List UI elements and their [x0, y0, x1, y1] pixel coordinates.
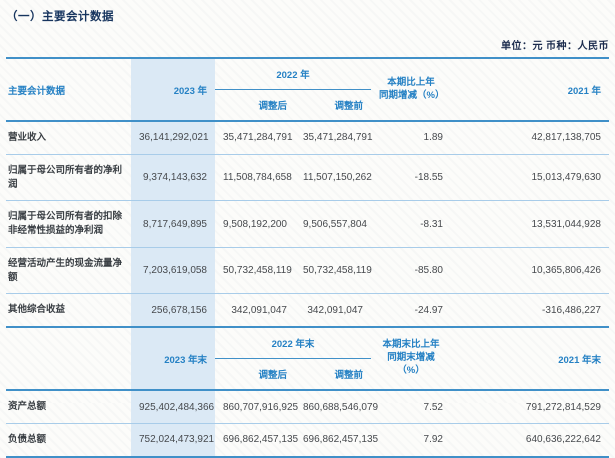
value-change-pct: 7.92	[423, 434, 443, 446]
value-change-pct: -18.55	[371, 154, 451, 202]
value-2022-before: 50,732,458,119	[295, 247, 372, 295]
row-label: 其他综合收益	[8, 304, 66, 316]
table-row-operating-cash-flow: 经营活动产生的现金流量净额 7,203,619,058 50,732,458,1…	[6, 247, 609, 295]
value-2022-adjusted: 9,508,192,200	[215, 200, 295, 248]
value-2022-adjusted: 696,862,457,135	[223, 434, 299, 446]
value-2022-adjusted: 342,091,047	[231, 304, 287, 316]
value-2021: 10,365,806,426	[451, 247, 609, 295]
value-2021: 42,817,138,705	[451, 121, 609, 155]
value-2022-adjusted: 50,732,458,119	[215, 247, 295, 295]
value-2021: -316,486,227	[542, 304, 601, 316]
year-end-data-rows: 资产总额 925,402,484,366 860,707,916,925 860…	[6, 390, 609, 457]
value-2023: 925,402,484,366	[131, 390, 215, 424]
header-2023: 2023 年	[131, 58, 215, 121]
header-adjusted-after: 调整后	[258, 370, 287, 382]
value-2022-before: 342,091,047	[307, 304, 363, 316]
header-yoy-change: 本期比上年 同期增减（%）	[371, 58, 451, 121]
table-row-total-assets: 资产总额 925,402,484,366 860,707,916,925 860…	[6, 390, 609, 424]
unit-currency-note: 单位：元 币种：人民币	[501, 41, 609, 52]
row-label: 资产总额	[6, 390, 131, 424]
value-2022-before: 35,471,284,791	[295, 121, 373, 155]
table-row-other-comprehensive-income: 其他综合收益 256,678,156 342,091,047 342,091,0…	[6, 293, 609, 328]
table-row-revenue: 营业收入 36,141,292,021 35,471,284,791 35,47…	[6, 121, 609, 155]
header-yoy-end-change-line2: 同期末增减（%）	[387, 352, 435, 377]
table-row-total-liabilities: 负债总额 752,024,473,921 696,862,457,135 696…	[6, 423, 609, 457]
value-2022-before: 11,507,150,262	[295, 154, 372, 202]
key-accounting-data-table: 主要会计数据 2023 年 2022 年 本期比上年 同期增减（%） 2021 年…	[6, 57, 609, 458]
header-yoy-change-line2: 同期增减（%）	[379, 89, 445, 101]
row-label: 归属于母公司所有者的净利润	[6, 154, 131, 202]
header-adjusted-before: 调整前	[334, 101, 363, 112]
header-2022-end-group: 2022 年末	[215, 327, 371, 360]
value-2023: 8,717,649,895	[131, 200, 215, 248]
value-2022-before: 696,862,457,135	[303, 434, 379, 446]
header-yoy-end-change: 本期末比上年 同期末增减（%）	[371, 327, 451, 390]
value-2021: 791,272,814,529	[451, 390, 609, 424]
table-header-year-end: 2023 年末 2022 年末 本期末比上年 同期末增减（%） 2021 年末 调…	[6, 327, 609, 391]
table-header-annual: 主要会计数据 2023 年 2022 年 本期比上年 同期增减（%） 2021 年…	[6, 58, 609, 121]
value-2021: 15,013,479,630	[451, 154, 609, 202]
value-2021: 13,531,044,928	[451, 200, 609, 248]
value-change-pct: -8.31	[371, 200, 451, 248]
value-2022-adjusted: 35,471,284,791	[215, 121, 295, 155]
header-yoy-change-line1: 本期比上年	[387, 76, 435, 88]
header-empty	[6, 327, 131, 390]
header-main-indicators: 主要会计数据	[8, 85, 66, 97]
header-adjusted-before: 调整前	[334, 370, 363, 382]
value-2022-before: 9,506,557,804	[295, 200, 371, 248]
value-2023: 9,374,143,632	[131, 154, 215, 202]
header-2021: 2021 年	[567, 85, 601, 97]
value-change-pct: -24.97	[414, 304, 443, 316]
row-label: 归属于母公司所有者的扣除非经常性损益的净利润	[6, 200, 131, 248]
page-title: （一）主要会计数据	[6, 11, 114, 23]
annual-data-rows: 营业收入 36,141,292,021 35,471,284,791 35,47…	[6, 121, 609, 328]
value-2023: 752,024,473,921	[131, 423, 215, 457]
value-2023: 36,141,292,021	[131, 121, 215, 155]
header-2021-end: 2021 年末	[558, 354, 601, 366]
header-2022-group: 2022 年	[215, 58, 371, 90]
value-2023: 256,678,156	[131, 293, 215, 328]
header-yoy-end-change-line1: 本期末比上年	[382, 339, 440, 351]
value-2022-adjusted: 11,508,784,658	[215, 154, 295, 202]
row-label: 负债总额	[8, 433, 47, 445]
header-2023-end: 2023 年末	[131, 327, 215, 391]
value-change-pct: 1.89	[371, 121, 451, 155]
value-2022-adjusted: 860,707,916,925	[215, 390, 298, 424]
value-2023: 7,203,619,058	[131, 247, 215, 295]
value-change-pct: -85.80	[371, 247, 451, 295]
header-adjusted-after: 调整后	[258, 101, 287, 112]
report-page: （一）主要会计数据 单位：元 币种：人民币 主要会计数据 2023 年 2022…	[6, 11, 609, 458]
value-change-pct: 7.52	[371, 390, 451, 424]
table-row-net-profit-excl-nonrecurring: 归属于母公司所有者的扣除非经常性损益的净利润 8,717,649,895 9,5…	[6, 200, 609, 248]
value-2022-before: 860,688,546,079	[295, 390, 378, 424]
row-label: 营业收入	[6, 121, 131, 155]
row-label: 经营活动产生的现金流量净额	[6, 247, 131, 295]
table-row-net-profit: 归属于母公司所有者的净利润 9,374,143,632 11,508,784,6…	[6, 154, 609, 202]
value-2021: 640,636,222,642	[525, 434, 601, 446]
